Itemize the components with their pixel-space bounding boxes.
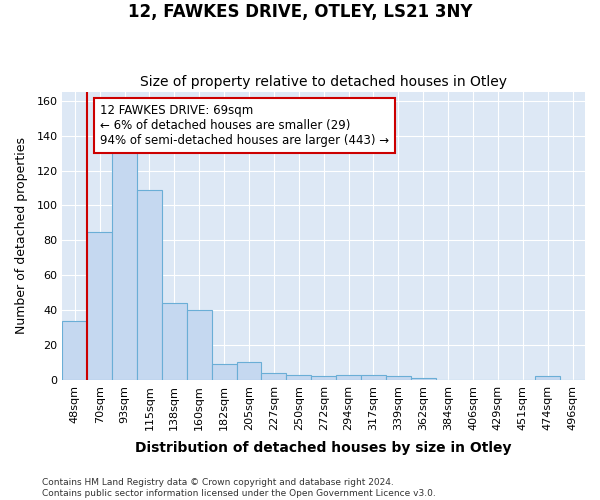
Bar — [137, 190, 162, 380]
Bar — [112, 152, 137, 380]
Bar — [187, 310, 212, 380]
Bar — [262, 373, 286, 380]
Bar — [336, 374, 361, 380]
Bar — [311, 376, 336, 380]
Bar — [87, 232, 112, 380]
Bar — [162, 303, 187, 380]
Bar — [286, 374, 311, 380]
Text: 12 FAWKES DRIVE: 69sqm
← 6% of detached houses are smaller (29)
94% of semi-deta: 12 FAWKES DRIVE: 69sqm ← 6% of detached … — [100, 104, 389, 148]
Title: Size of property relative to detached houses in Otley: Size of property relative to detached ho… — [140, 76, 507, 90]
Text: 12, FAWKES DRIVE, OTLEY, LS21 3NY: 12, FAWKES DRIVE, OTLEY, LS21 3NY — [128, 2, 472, 21]
Text: Contains HM Land Registry data © Crown copyright and database right 2024.
Contai: Contains HM Land Registry data © Crown c… — [42, 478, 436, 498]
Bar — [361, 374, 386, 380]
Bar — [212, 364, 236, 380]
X-axis label: Distribution of detached houses by size in Otley: Distribution of detached houses by size … — [136, 441, 512, 455]
Y-axis label: Number of detached properties: Number of detached properties — [15, 138, 28, 334]
Bar — [411, 378, 436, 380]
Bar — [386, 376, 411, 380]
Bar — [236, 362, 262, 380]
Bar — [535, 376, 560, 380]
Bar — [62, 320, 87, 380]
